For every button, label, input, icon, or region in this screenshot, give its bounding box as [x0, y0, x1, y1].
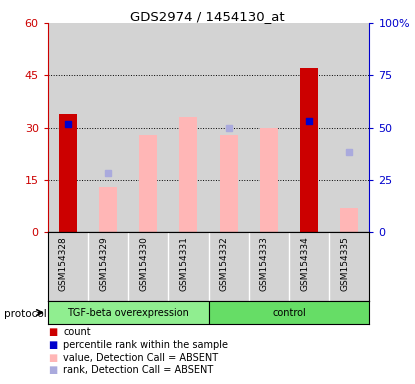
Bar — [209, 23, 249, 232]
Bar — [128, 23, 168, 232]
Text: GSM154331: GSM154331 — [179, 236, 188, 291]
Text: ■: ■ — [48, 327, 57, 337]
Text: GSM154334: GSM154334 — [300, 236, 309, 291]
Text: control: control — [272, 308, 306, 318]
Text: GSM154333: GSM154333 — [260, 236, 269, 291]
Bar — [48, 301, 209, 324]
Text: ■: ■ — [48, 353, 57, 362]
Bar — [249, 23, 289, 232]
Text: GSM154330: GSM154330 — [139, 236, 148, 291]
Bar — [179, 117, 198, 232]
Text: GSM154329: GSM154329 — [99, 236, 108, 291]
Text: ■: ■ — [48, 340, 57, 350]
Text: GDS2974 / 1454130_at: GDS2974 / 1454130_at — [130, 10, 285, 23]
Text: ■: ■ — [48, 365, 57, 375]
Text: count: count — [63, 327, 91, 337]
Text: rank, Detection Call = ABSENT: rank, Detection Call = ABSENT — [63, 365, 214, 375]
Text: GSM154335: GSM154335 — [340, 236, 349, 291]
Bar — [289, 23, 329, 232]
Point — [105, 170, 111, 176]
Bar — [329, 23, 369, 232]
Text: TGF-beta overexpression: TGF-beta overexpression — [67, 308, 189, 318]
Bar — [59, 114, 77, 232]
Point — [346, 149, 353, 155]
Point — [306, 118, 312, 124]
Text: value, Detection Call = ABSENT: value, Detection Call = ABSENT — [63, 353, 219, 362]
Bar — [88, 23, 128, 232]
Text: protocol: protocol — [4, 309, 47, 319]
Text: GSM154332: GSM154332 — [220, 236, 229, 291]
Point — [64, 121, 71, 127]
Text: percentile rank within the sample: percentile rank within the sample — [63, 340, 229, 350]
Bar — [220, 135, 238, 232]
Bar — [99, 187, 117, 232]
Bar — [340, 208, 358, 232]
Bar — [209, 301, 369, 324]
Point — [225, 124, 232, 131]
Bar — [168, 23, 209, 232]
Bar — [300, 68, 318, 232]
Text: GSM154328: GSM154328 — [59, 236, 68, 291]
Bar — [260, 127, 278, 232]
Bar — [139, 135, 157, 232]
Bar — [48, 23, 88, 232]
